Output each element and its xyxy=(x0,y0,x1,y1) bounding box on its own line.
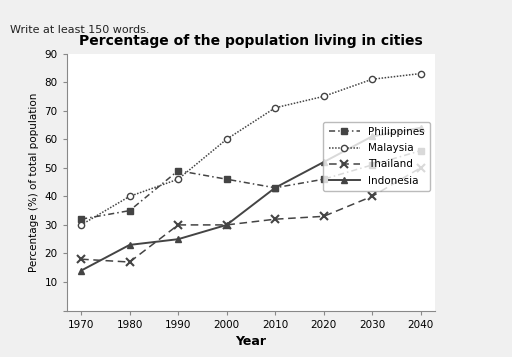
Philippines xyxy=(321,177,327,181)
Malaysia xyxy=(175,177,181,181)
Malaysia xyxy=(321,94,327,99)
Indonesia xyxy=(126,243,133,247)
Thailand xyxy=(369,194,375,198)
Thailand xyxy=(418,166,424,170)
Thailand xyxy=(126,260,133,264)
Indonesia xyxy=(272,186,278,190)
Philippines xyxy=(224,177,230,181)
Y-axis label: Percentage (%) of total population: Percentage (%) of total population xyxy=(29,92,39,272)
Text: Write at least 150 words.: Write at least 150 words. xyxy=(10,25,150,35)
Legend: Philippines, Malaysia, Thailand, Indonesia: Philippines, Malaysia, Thailand, Indones… xyxy=(324,122,430,191)
Thailand xyxy=(321,214,327,218)
Indonesia xyxy=(175,237,181,241)
Malaysia xyxy=(224,137,230,141)
X-axis label: Year: Year xyxy=(236,335,266,348)
Philippines xyxy=(418,149,424,153)
Indonesia xyxy=(224,223,230,227)
Indonesia xyxy=(321,160,327,164)
Philippines xyxy=(175,169,181,173)
Line: Thailand: Thailand xyxy=(77,164,425,266)
Line: Indonesia: Indonesia xyxy=(78,124,424,274)
Malaysia xyxy=(272,106,278,110)
Philippines xyxy=(369,163,375,167)
Philippines xyxy=(78,217,84,221)
Line: Philippines: Philippines xyxy=(78,147,424,222)
Thailand xyxy=(175,223,181,227)
Malaysia xyxy=(369,77,375,81)
Malaysia xyxy=(418,71,424,76)
Title: Percentage of the population living in cities: Percentage of the population living in c… xyxy=(79,34,423,48)
Thailand xyxy=(224,223,230,227)
Indonesia xyxy=(78,268,84,273)
Philippines xyxy=(126,208,133,213)
Thailand xyxy=(78,257,84,261)
Line: Malaysia: Malaysia xyxy=(78,70,424,228)
Philippines xyxy=(272,186,278,190)
Indonesia xyxy=(369,134,375,139)
Malaysia xyxy=(126,194,133,198)
Malaysia xyxy=(78,223,84,227)
Thailand xyxy=(272,217,278,221)
Indonesia xyxy=(418,126,424,130)
